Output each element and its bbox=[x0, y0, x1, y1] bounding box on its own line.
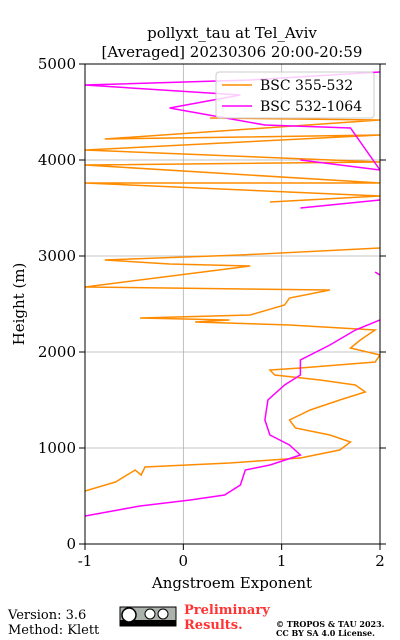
chart-title: pollyxt_tau at Tel_Aviv bbox=[147, 24, 317, 42]
license: CC BY SA 4.0 License. bbox=[276, 628, 375, 638]
status-text: Preliminary bbox=[184, 603, 270, 618]
plot-frame bbox=[84, 63, 381, 545]
series-line bbox=[85, 117, 380, 492]
chart-subtitle: [Averaged] 20230306 20:00-20:59 bbox=[102, 43, 363, 61]
legend-label: BSC 532-1064 bbox=[260, 99, 362, 115]
legend-label: BSC 355-532 bbox=[260, 78, 353, 94]
x-tick-label: -1 bbox=[78, 552, 93, 570]
version: Version: 3.6 bbox=[7, 608, 86, 623]
series-line bbox=[85, 71, 380, 517]
y-tick-label: 5000 bbox=[38, 55, 76, 73]
copyright: © TROPOS & TAU 2023. bbox=[276, 619, 385, 629]
y-tick-label: 4000 bbox=[38, 151, 76, 169]
y-axis-label: Height (m) bbox=[10, 263, 28, 346]
method: Method: Klett bbox=[8, 623, 100, 638]
y-tick-label: 0 bbox=[66, 535, 76, 553]
x-tick-label: 2 bbox=[375, 552, 385, 570]
x-tick-label: 0 bbox=[179, 552, 189, 570]
x-axis-label: Angstroem Exponent bbox=[151, 574, 312, 592]
x-tick-label: 1 bbox=[277, 552, 287, 570]
y-tick-label: 3000 bbox=[38, 247, 76, 265]
status-note: Preliminary Results. bbox=[184, 603, 274, 633]
y-tick-label: 2000 bbox=[38, 343, 76, 361]
cc-logo bbox=[119, 606, 177, 627]
status-text-line: Results. bbox=[184, 618, 243, 633]
legend-box bbox=[215, 71, 375, 119]
y-tick-label: 1000 bbox=[38, 439, 76, 457]
plot-lines bbox=[85, 71, 380, 517]
